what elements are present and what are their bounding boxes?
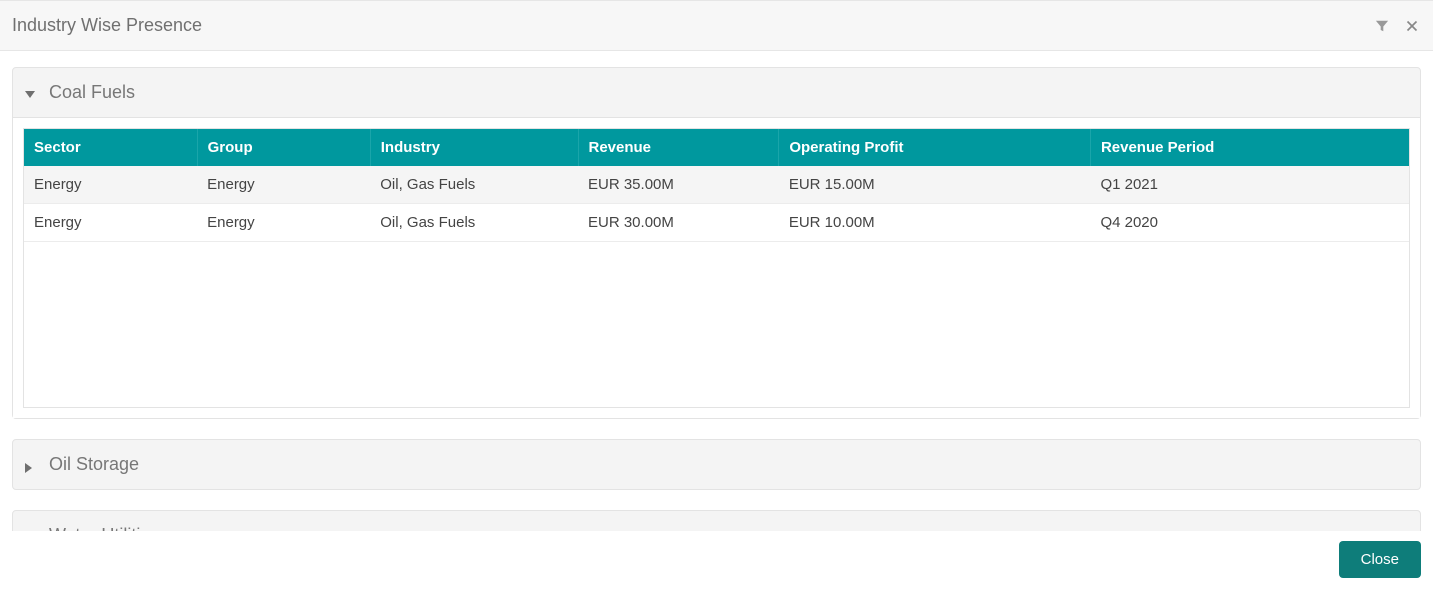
filter-icon[interactable] (1375, 19, 1389, 33)
chevron-right-icon (25, 531, 35, 532)
close-icon[interactable] (1405, 19, 1419, 33)
data-table: Sector Group Industry Revenue Operating … (23, 128, 1410, 408)
cell: Energy (197, 204, 370, 242)
accordion-title: Oil Storage (49, 454, 139, 475)
cell: EUR 35.00M (578, 166, 779, 204)
accordion-oil-storage: Oil Storage (12, 439, 1421, 490)
accordion-water-utilities: Water Utilities (12, 510, 1421, 531)
dialog-header: Industry Wise Presence (0, 1, 1433, 51)
header-actions (1375, 19, 1419, 33)
dialog-footer: Close (0, 531, 1433, 590)
accordion-coal-fuels: Coal Fuels (12, 67, 1421, 419)
table-row[interactable]: Energy Energy Oil, Gas Fuels EUR 35.00M … (24, 166, 1409, 204)
accordion-title: Coal Fuels (49, 82, 135, 103)
accordion-body: Sector Group Industry Revenue Operating … (13, 117, 1420, 418)
cell: Energy (24, 166, 197, 204)
cell: Oil, Gas Fuels (370, 204, 578, 242)
industry-presence-dialog: Industry Wise Presence Coal Fuels (0, 0, 1433, 590)
table-header-row: Sector Group Industry Revenue Operating … (24, 129, 1409, 166)
cell: Oil, Gas Fuels (370, 166, 578, 204)
cell: Energy (197, 166, 370, 204)
cell: EUR 30.00M (578, 204, 779, 242)
col-revenue[interactable]: Revenue (578, 129, 779, 166)
col-sector[interactable]: Sector (24, 129, 197, 166)
close-button[interactable]: Close (1339, 541, 1421, 578)
accordion-header[interactable]: Coal Fuels (13, 68, 1420, 117)
accordion-title: Water Utilities (49, 525, 159, 531)
dialog-content[interactable]: Coal Fuels (0, 51, 1433, 531)
cell: Energy (24, 204, 197, 242)
cell: Q1 2021 (1090, 166, 1409, 204)
cell: EUR 15.00M (779, 166, 1091, 204)
dialog-title: Industry Wise Presence (12, 15, 1375, 36)
chevron-down-icon (25, 88, 35, 98)
col-revenue-period[interactable]: Revenue Period (1090, 129, 1409, 166)
cell: Q4 2020 (1090, 204, 1409, 242)
accordion-header[interactable]: Water Utilities (13, 511, 1420, 531)
col-operating-profit[interactable]: Operating Profit (779, 129, 1091, 166)
col-group[interactable]: Group (197, 129, 370, 166)
accordion-header[interactable]: Oil Storage (13, 440, 1420, 489)
chevron-right-icon (25, 460, 35, 470)
cell: EUR 10.00M (779, 204, 1091, 242)
col-industry[interactable]: Industry (370, 129, 578, 166)
table-row[interactable]: Energy Energy Oil, Gas Fuels EUR 30.00M … (24, 204, 1409, 242)
